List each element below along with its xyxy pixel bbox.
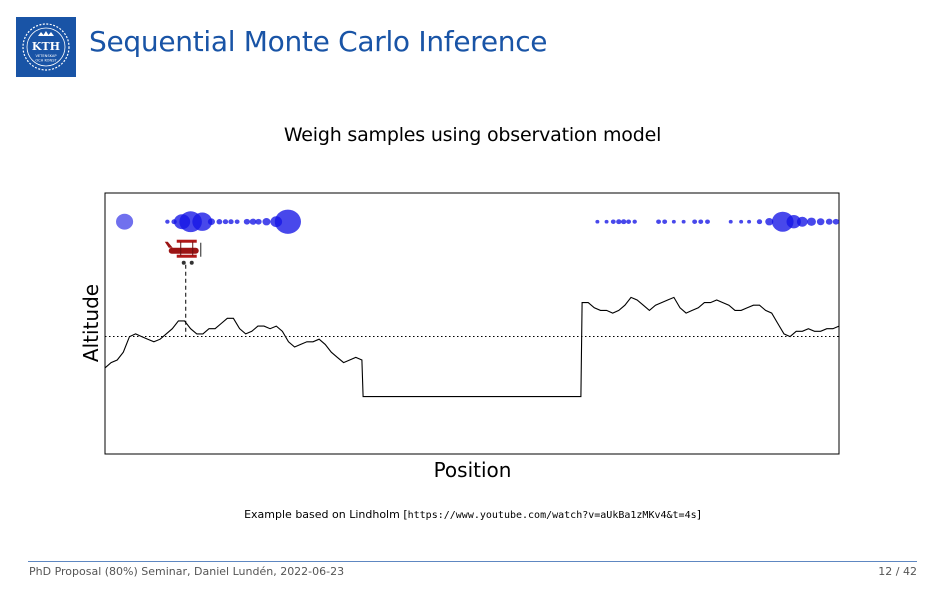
particle <box>621 219 627 225</box>
particle <box>825 218 833 225</box>
caption-url[interactable]: https://www.youtube.com/watch?v=aUkBa1zM… <box>407 510 697 521</box>
particle <box>765 217 774 226</box>
y-axis-label: Altitude <box>79 283 103 363</box>
particle <box>632 219 637 224</box>
particle <box>786 215 801 229</box>
particle <box>604 219 609 224</box>
logo-text: KTH <box>32 40 60 53</box>
particle <box>832 218 840 225</box>
x-axis-label: Position <box>433 458 512 482</box>
slide-subtitle: Weigh samples using observation model <box>283 124 662 146</box>
particle <box>116 213 134 230</box>
particle <box>228 219 234 225</box>
airplane-icon <box>164 239 202 265</box>
particle <box>616 219 622 225</box>
particle <box>255 218 262 225</box>
particle <box>747 219 752 224</box>
particle <box>705 219 710 224</box>
particle <box>807 217 816 226</box>
particle <box>234 219 240 224</box>
particle <box>274 209 301 234</box>
particle <box>662 219 668 224</box>
caption: Example based on Lindholm [https://www.y… <box>0 508 945 521</box>
particle <box>671 219 676 224</box>
particle <box>243 218 251 225</box>
particle <box>692 219 698 224</box>
terrain-line <box>104 296 840 398</box>
particle-layer <box>116 209 840 234</box>
particle <box>626 219 632 224</box>
particle <box>595 219 600 224</box>
slide-title: Sequential Monte Carlo Inference <box>89 25 548 58</box>
caption-suffix: ] <box>696 508 701 521</box>
kth-logo: KTH VETENSKAP OCH KONST <box>16 17 76 77</box>
plot-frame <box>104 192 840 455</box>
particle <box>698 219 704 224</box>
particle <box>192 212 213 231</box>
particle <box>249 218 257 225</box>
particle <box>216 219 223 225</box>
logo-sub1: VETENSKAP <box>35 54 57 58</box>
particle <box>165 219 170 224</box>
particle <box>739 219 744 224</box>
particle <box>222 219 229 225</box>
particle <box>681 219 686 224</box>
footer-info: PhD Proposal (80%) Seminar, Daniel Lundé… <box>29 565 345 578</box>
particle <box>262 217 271 226</box>
particle <box>816 218 825 226</box>
particle <box>207 218 215 226</box>
logo-sub2: OCH KONST <box>35 59 57 63</box>
footer-divider <box>28 561 917 562</box>
particle <box>756 219 763 225</box>
particle <box>796 216 808 227</box>
caption-prefix: Example based on Lindholm [ <box>244 508 408 521</box>
particle <box>728 219 733 224</box>
particle <box>610 219 616 224</box>
page-number: 12 / 42 <box>878 565 917 578</box>
particle <box>771 211 794 232</box>
particle <box>656 219 661 224</box>
